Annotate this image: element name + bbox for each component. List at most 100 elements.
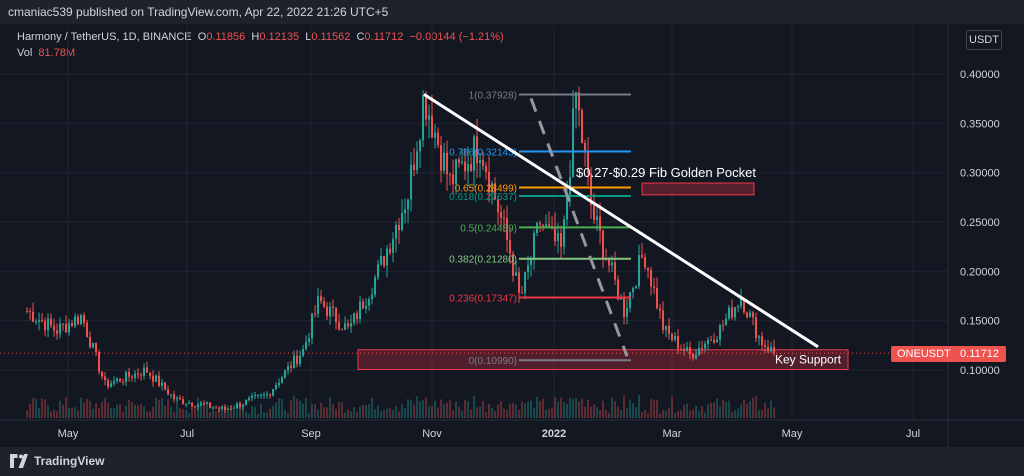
volume-bar [662, 410, 665, 418]
candle-body [635, 286, 638, 289]
volume-bar [116, 404, 119, 418]
candle-body [374, 277, 377, 295]
volume-bar [68, 407, 71, 418]
candle-body [179, 397, 182, 400]
candle-body [467, 164, 470, 172]
low-value: 0.11562 [311, 31, 351, 43]
volume-bar [89, 400, 92, 418]
tradingview-logo-icon[interactable] [8, 454, 30, 468]
candle-body [368, 299, 371, 306]
volume-bar [563, 402, 566, 418]
candle-body [539, 222, 542, 225]
candle-body [164, 382, 167, 390]
volume-bar [614, 400, 617, 418]
candle-body [413, 164, 416, 170]
candle-body [647, 267, 650, 271]
golden-pocket-box [641, 182, 755, 196]
volume-bar [416, 396, 419, 418]
volume-bar [290, 400, 293, 418]
volume-bar [734, 410, 737, 418]
candle-body [671, 333, 674, 340]
volume-bar [173, 411, 176, 418]
candle-body [596, 216, 599, 221]
open-label: O [197, 31, 207, 43]
fib-level-label: 0.65(0.28499) [455, 183, 517, 194]
x-tick-label: Nov [422, 428, 442, 440]
volume-bar [65, 397, 68, 418]
candle-body [200, 403, 203, 405]
volume-bar [485, 411, 488, 418]
volume-bar [641, 412, 644, 418]
volume-bar [83, 402, 86, 418]
volume-bar [248, 413, 251, 418]
candle-body [263, 394, 266, 396]
volume-bar [500, 401, 503, 418]
volume-bar [434, 400, 437, 418]
close-value: 0.11712 [364, 31, 404, 43]
volume-bar [113, 408, 116, 418]
x-tick-label: May [782, 428, 803, 440]
volume-bar [650, 399, 653, 418]
volume-bar [749, 400, 752, 418]
currency-button[interactable]: USDT [966, 30, 1002, 50]
descending-trendline [423, 93, 819, 349]
price-chart[interactable]: 0.10000 0.15000 0.20000 0.25000 0.30000 0.350… [0, 0, 1024, 447]
publish-header: cmaniac539 published on TradingView.com,… [0, 0, 1024, 24]
x-tick-label: 2022 [542, 428, 566, 440]
y-tick-label: 0.25000 [960, 217, 1000, 229]
volume-bar [422, 400, 425, 418]
candle-body [524, 271, 527, 293]
volume-bar [314, 404, 317, 418]
candle-body [620, 298, 623, 300]
candle-body [491, 183, 494, 193]
volume-bar [578, 401, 581, 418]
candle-body [737, 306, 740, 308]
candle-body [740, 298, 743, 307]
volume-bar [686, 403, 689, 418]
volume-bar [758, 410, 761, 418]
candle-body [638, 255, 641, 287]
candle-body [389, 248, 392, 253]
candle-body [134, 373, 137, 379]
candle-body [449, 174, 452, 176]
volume-bar [332, 404, 335, 418]
candle-body [29, 310, 32, 312]
volume-bar [26, 410, 29, 418]
volume-bar [212, 406, 215, 418]
candle-body [578, 92, 581, 111]
candle-body [170, 394, 173, 396]
volume-bar [740, 404, 743, 418]
candle-body [395, 225, 398, 239]
candle-body [185, 403, 188, 405]
candle-body [497, 199, 500, 213]
volume-bar [551, 407, 554, 418]
volume-bar [386, 408, 389, 418]
candle-body [350, 323, 353, 327]
footer-brand[interactable]: TradingView [34, 454, 105, 468]
candle-body [296, 355, 299, 365]
y-tick-label: 0.30000 [960, 168, 1000, 180]
volume-bar [599, 409, 602, 418]
candle-body [719, 325, 722, 340]
volume-bar [47, 405, 50, 418]
volume-bar [659, 413, 662, 418]
symbol-name: Harmony / TetherUS, 1D, BINANCE [17, 31, 192, 43]
volume-bar [638, 394, 641, 418]
volume-bar [77, 410, 80, 418]
candle-body [542, 224, 545, 227]
candle-body [326, 306, 329, 317]
candle-body [74, 316, 77, 327]
volume-bar [164, 405, 167, 418]
candle-body [77, 316, 80, 325]
candle-body [194, 406, 197, 408]
volume-bar [719, 406, 722, 418]
candle-body [716, 339, 719, 343]
volume-bar [491, 407, 494, 418]
candle-body [392, 238, 395, 253]
candle-body [644, 257, 647, 268]
volume-bar [320, 403, 323, 418]
volume-bar [266, 412, 269, 418]
candle-body [272, 388, 275, 396]
volume-bar [155, 398, 158, 418]
volume-bar [140, 404, 143, 418]
